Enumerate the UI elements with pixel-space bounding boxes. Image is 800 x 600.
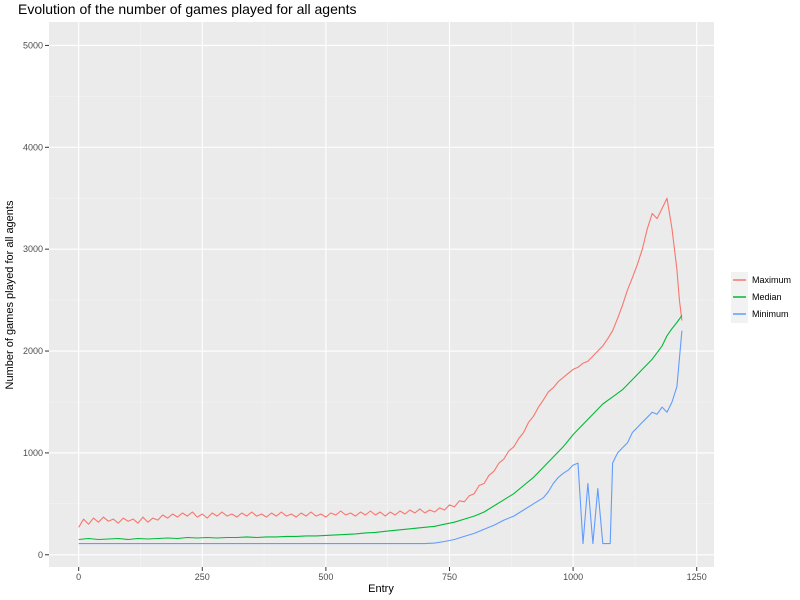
legend: Maximum Median Minimum [731,272,791,323]
y-tick-label: 4000 [23,142,43,152]
legend-label-median: Median [752,292,782,302]
y-tick-label: 0 [38,550,43,560]
legend-label-maximum: Maximum [752,275,791,285]
x-tick-label: 1250 [687,572,707,582]
y-tick-label: 3000 [23,244,43,254]
x-axis: 0 250 500 750 1000 1250 [76,567,707,582]
x-axis-title: Entry [368,583,394,595]
y-tick-label: 2000 [23,346,43,356]
plot-panel [49,22,714,567]
legend-label-minimum: Minimum [752,309,789,319]
y-tick-label: 5000 [23,40,43,50]
x-tick-label: 1000 [563,572,583,582]
x-tick-label: 0 [76,572,81,582]
y-axis: 0 1000 2000 3000 4000 5000 [23,40,49,560]
chart-title: Evolution of the number of games played … [18,1,357,17]
x-tick-label: 500 [318,572,333,582]
x-tick-label: 750 [442,572,457,582]
series-layer [78,197,683,545]
y-axis-title: Number of games played for all agents [4,200,16,389]
grid-major [49,22,714,567]
y-tick-label: 1000 [23,448,43,458]
series-line-maximum [78,197,683,528]
x-tick-label: 250 [195,572,210,582]
grid-minor [49,22,714,567]
series-line-median [78,315,683,541]
series-line-minimum [78,330,683,545]
